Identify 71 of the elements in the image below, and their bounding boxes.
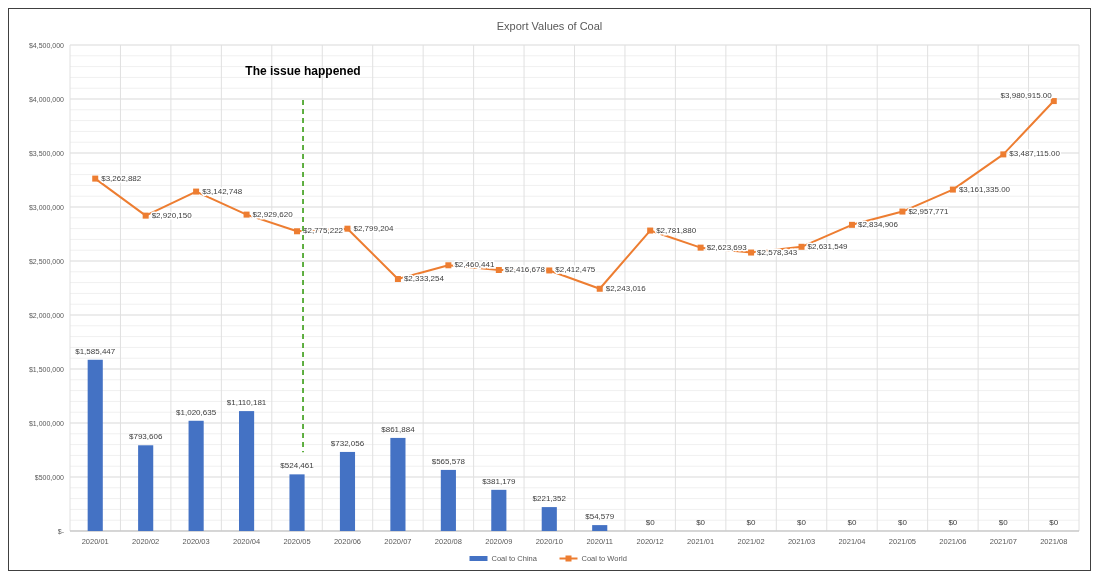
data-label: $1,110,181 [226,398,267,408]
data-label: $0 [746,518,757,527]
point [142,212,149,219]
point [1050,98,1057,105]
data-label: $2,631,549 [807,241,849,251]
data-label: $3,142,748 [202,186,243,196]
data-label: $3,980,915.00 [1000,91,1053,101]
bar [339,451,356,531]
point [848,221,855,228]
data-label: $54,579 [585,512,615,522]
bar [239,411,255,531]
point [899,208,906,215]
ref-line-label: The issue happened [245,64,361,78]
bar [440,469,456,531]
point [798,243,805,250]
data-label: $1,585,447 [75,346,116,356]
data-label: $381,179 [482,476,517,486]
data-label: $0 [897,518,908,527]
point [294,228,301,235]
data-label: $3,487,115.00 [1009,149,1061,159]
point [495,267,502,273]
point [1000,151,1007,158]
data-label: $0 [948,518,958,527]
data-label: $0 [797,518,807,527]
data-label: $2,781,880 [656,225,697,235]
data-label: $524,461 [280,461,315,471]
data-label: $2,957,771 [908,206,950,216]
point [748,249,755,256]
data-label: $861,884 [381,424,416,434]
point [344,225,351,232]
data-label: $2,929,620 [252,209,294,219]
point [445,262,452,269]
point [243,211,250,218]
data-label: $0 [645,518,656,527]
chart-title: Export Values of Coal [496,20,603,32]
point [193,188,200,195]
data-label: $0 [1049,518,1059,527]
data-label: $2,578,343 [757,247,798,257]
bar [541,507,557,531]
data-label: $0 [696,518,706,527]
data-label: $2,834,906 [857,219,899,229]
data-label: $2,799,204 [353,223,395,233]
bar [390,437,406,531]
bar [592,525,608,531]
bar [289,474,305,531]
point [394,276,401,283]
data-label: $3,161,335.00 [958,184,1011,194]
data-label: $2,412,475 [555,265,596,275]
point [949,186,956,193]
data-label: $0 [847,518,857,527]
data-label: $2,460,441 [454,260,495,270]
bar [188,420,204,531]
bar [491,489,507,531]
data-label: $1,020,635 [176,407,217,417]
data-label: $2,920,150 [151,210,193,220]
data-label: $2,333,254 [403,274,445,284]
bar [87,359,103,531]
data-label: $0 [998,518,1009,527]
data-label: $221,352 [532,494,567,504]
data-label: $2,243,016 [605,283,647,293]
point [697,244,704,251]
data-label: $565,578 [431,456,466,466]
point [546,267,553,274]
point [92,175,99,182]
data-label: $2,623,693 [706,242,748,252]
point [647,227,654,234]
point [596,285,603,292]
data-label: $793,606 [128,432,163,442]
bar [138,445,154,531]
data-label: $732,056 [330,438,365,448]
data-label: $3,262,882 [101,173,142,183]
